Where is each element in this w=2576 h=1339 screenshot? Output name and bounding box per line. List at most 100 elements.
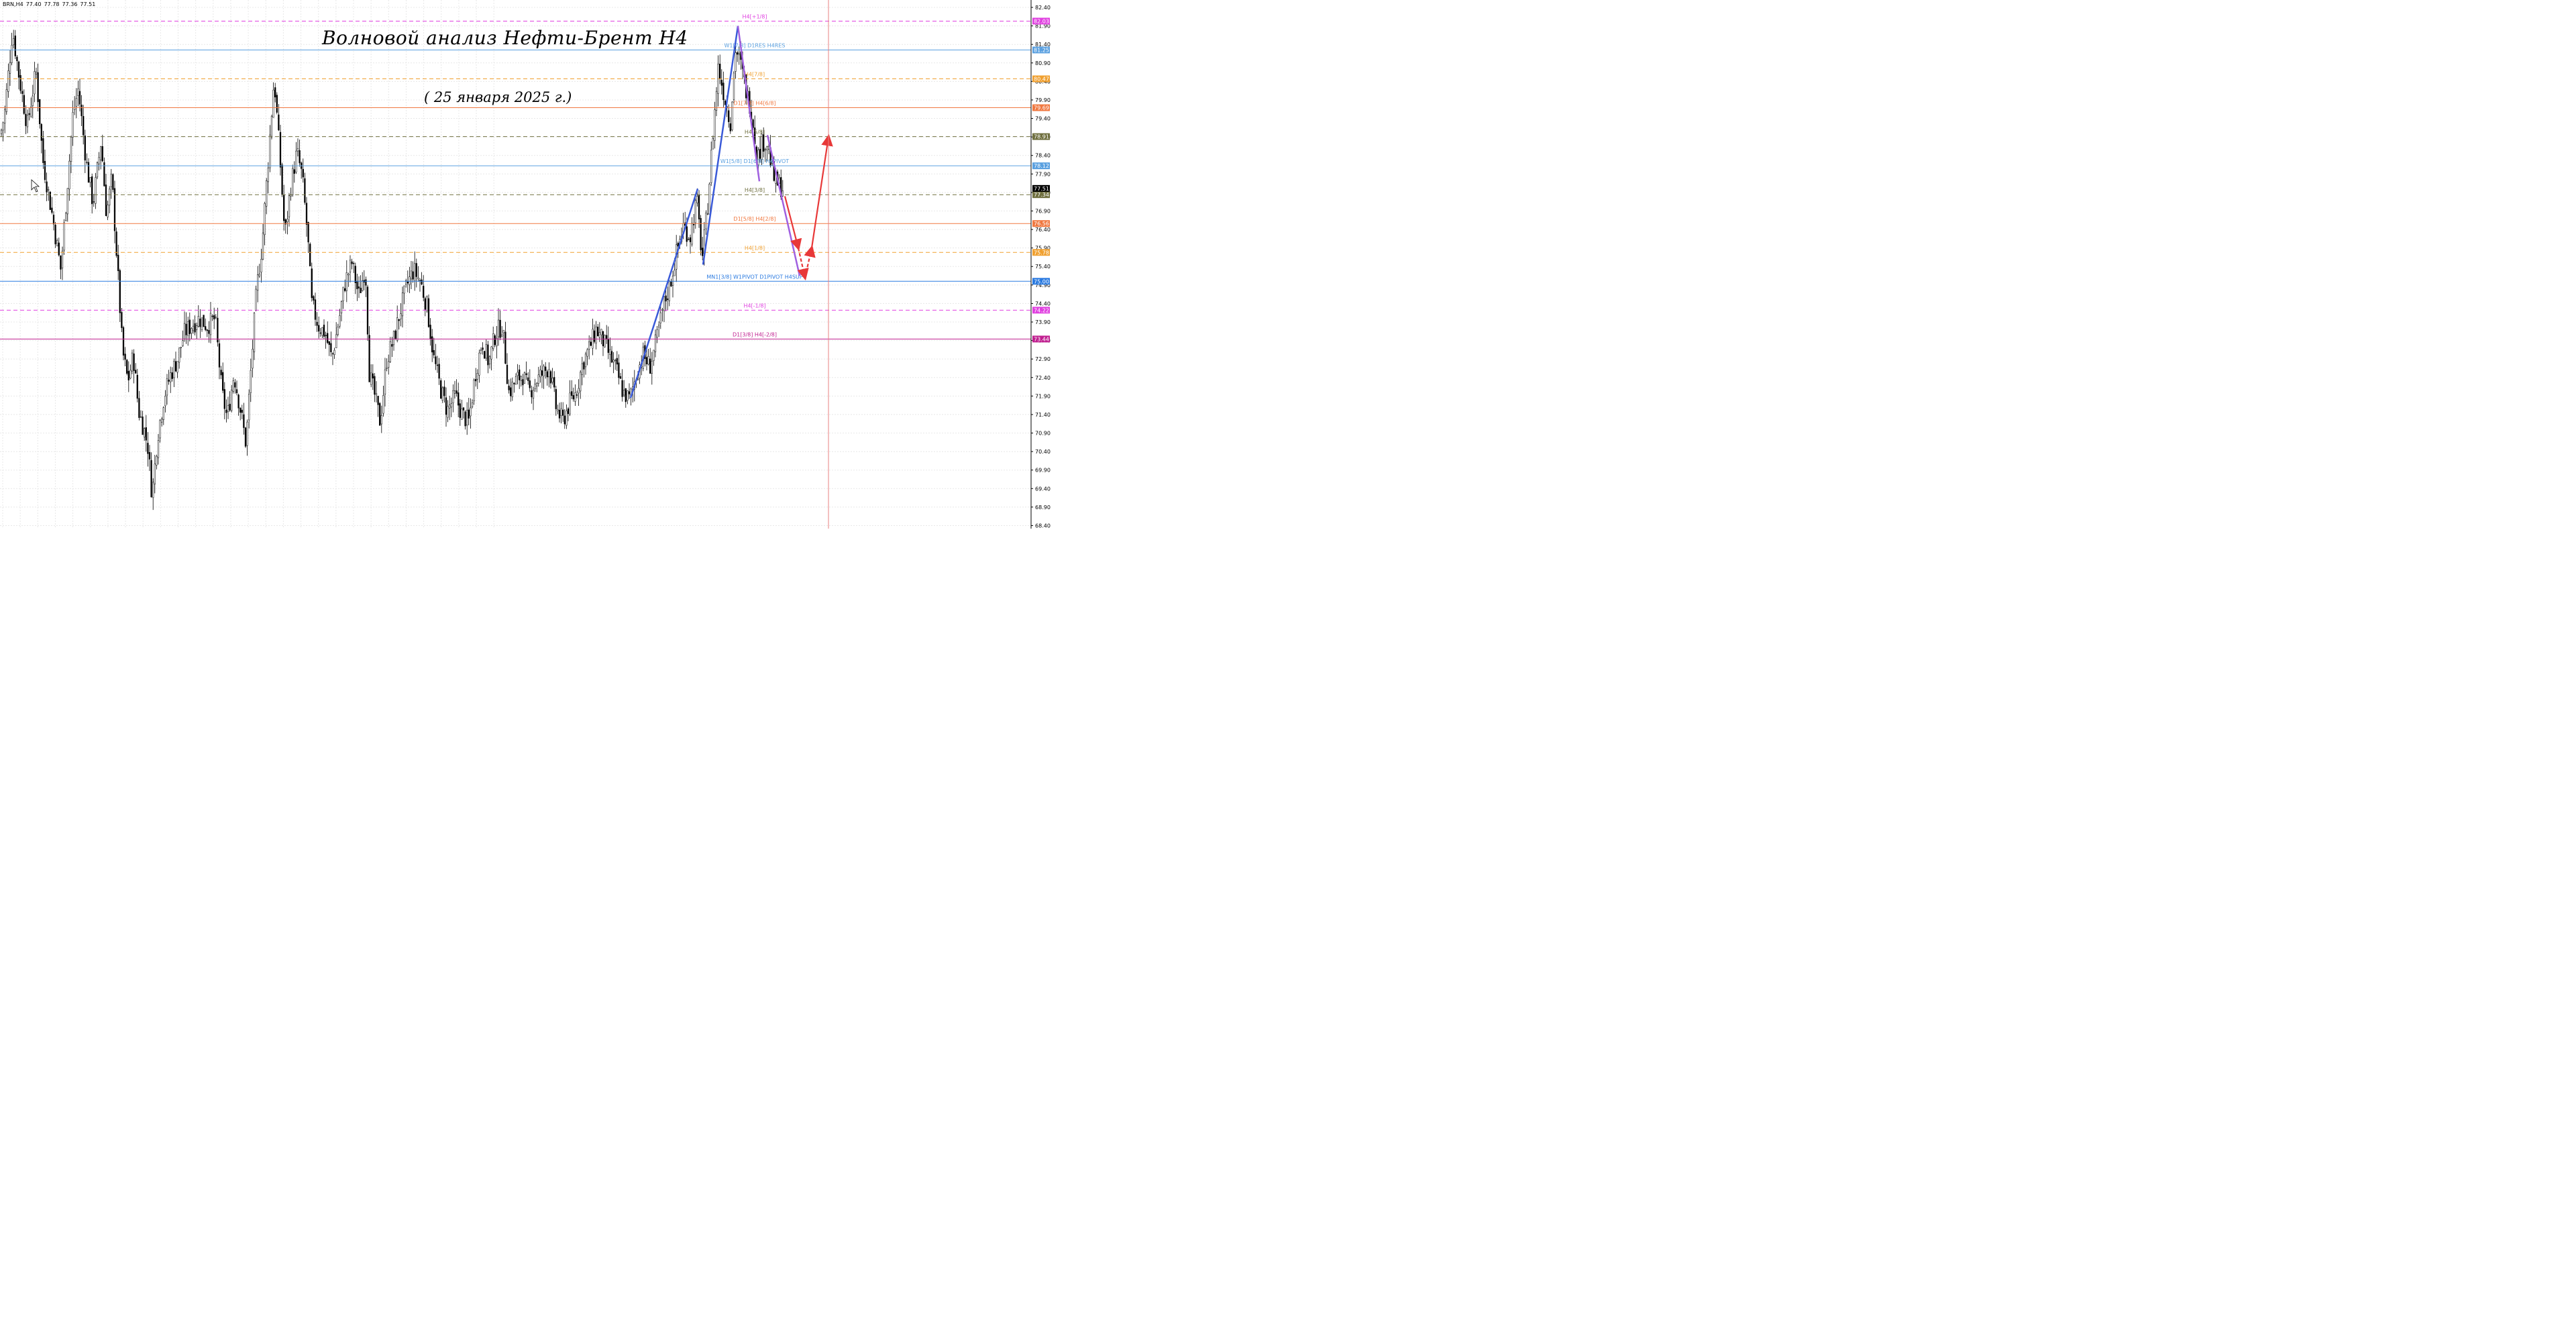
candle-body <box>379 403 381 426</box>
candle-body <box>103 162 105 186</box>
candle-body <box>360 288 362 293</box>
candle-body <box>763 134 765 152</box>
candle-body <box>314 299 317 320</box>
level-label: W1[7/8] D1RES H4RES <box>724 42 786 48</box>
candle-body <box>438 364 440 379</box>
candle-body <box>100 146 102 160</box>
candle-body <box>731 101 733 130</box>
candle-body <box>609 349 611 355</box>
candle-body <box>499 319 501 338</box>
candle-body <box>213 315 215 319</box>
candle-body <box>91 176 93 205</box>
candle-body <box>712 138 714 150</box>
candle-body <box>496 337 498 347</box>
candle-body <box>129 370 131 378</box>
candle-body <box>135 370 137 374</box>
level-label: D1[7/8] H4[6/8] <box>733 101 775 107</box>
candle-body <box>572 395 574 400</box>
candle-body <box>391 344 393 347</box>
candle-body <box>197 316 199 327</box>
candle-body <box>304 178 306 203</box>
candle-body <box>358 286 360 288</box>
candle-body <box>658 325 660 327</box>
candle-body <box>283 195 285 221</box>
candle-body <box>476 373 478 380</box>
candle-body <box>549 371 552 384</box>
candle-body <box>410 270 413 280</box>
wave-line <box>629 188 699 398</box>
chart-canvas[interactable]: 82.4081.9081.4080.9080.4079.9079.4078.90… <box>0 0 1052 529</box>
candle-body <box>262 232 264 260</box>
candle-body <box>610 351 613 363</box>
candle-body <box>87 162 90 183</box>
candle-body <box>455 390 458 394</box>
candle-body <box>323 325 325 337</box>
candle-body <box>584 354 587 368</box>
candle-body <box>761 133 763 160</box>
candle-body <box>162 407 164 420</box>
candle-body <box>34 71 36 95</box>
candle-body <box>105 184 107 216</box>
candle-body <box>580 372 582 392</box>
candle-body <box>302 168 304 178</box>
y-tick-label: 68.90 <box>1035 504 1051 511</box>
candle-body <box>478 352 480 376</box>
candle-body <box>513 382 515 384</box>
candle-body <box>78 91 81 105</box>
candle-body <box>142 417 144 435</box>
candle-body <box>237 394 239 409</box>
y-tick-label: 71.40 <box>1035 412 1051 418</box>
level-label: H4[3/8] <box>745 187 765 193</box>
open-value: 77.40 <box>25 1 42 7</box>
candle-body <box>297 148 299 152</box>
candle-body <box>234 382 236 388</box>
candle-body <box>696 196 698 203</box>
candle-body <box>270 115 273 138</box>
price-tag-label: 79.69 <box>1034 105 1049 111</box>
candle-body <box>295 150 297 172</box>
candle-body <box>72 112 74 138</box>
candle-body <box>257 274 259 291</box>
candle-body <box>70 137 72 162</box>
candle-body <box>396 317 398 341</box>
candle-body <box>168 380 170 382</box>
candle-body <box>318 325 320 332</box>
candle-body <box>668 281 670 301</box>
candle-body <box>252 349 254 369</box>
candle-body <box>321 327 323 336</box>
candle-body <box>266 180 268 207</box>
candle-body <box>737 52 739 55</box>
candle-body <box>126 360 128 374</box>
candle-body <box>531 390 533 398</box>
candle-body <box>562 409 564 416</box>
candle-body <box>686 226 688 242</box>
candle-body <box>423 286 425 298</box>
candle-body <box>281 164 283 195</box>
candle-body <box>443 386 445 396</box>
candle-body <box>246 421 248 446</box>
candle-body <box>284 219 286 225</box>
candle-body <box>656 329 658 338</box>
candle-body <box>375 393 378 395</box>
level-label: H4[+1/8] <box>743 13 767 19</box>
candle-body <box>96 162 99 178</box>
y-tick-label: 72.90 <box>1035 356 1051 362</box>
candle-body <box>370 372 372 385</box>
candle-body <box>189 319 191 334</box>
candle-body <box>429 325 431 339</box>
price-tag-label: 75.78 <box>1034 250 1049 256</box>
candle-body <box>522 379 524 386</box>
candle-body <box>264 203 266 235</box>
candle-body <box>2 122 4 131</box>
candle-body <box>113 188 116 231</box>
price-tag-label: 74.22 <box>1034 307 1049 313</box>
candle-body <box>733 72 735 100</box>
price-tag-label: 77.34 <box>1034 192 1049 198</box>
candle-body <box>482 347 484 350</box>
candle-body <box>250 370 252 393</box>
candle-body <box>501 334 503 337</box>
candle-body <box>241 409 243 413</box>
candle-body <box>401 292 404 317</box>
candle-body <box>28 113 30 115</box>
candle-body <box>534 384 536 390</box>
